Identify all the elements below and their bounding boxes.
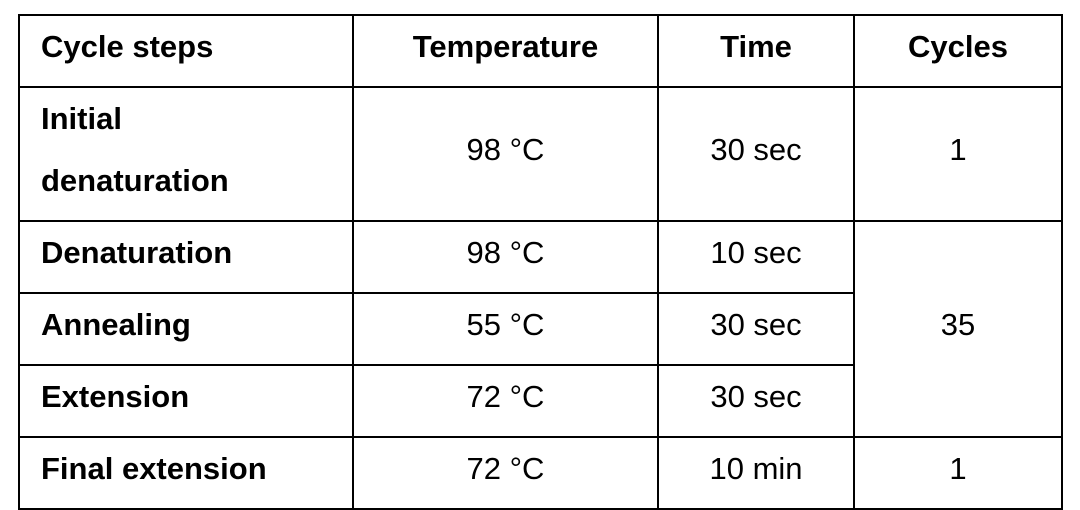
temperature-cell: 72 °C [352,364,659,438]
temperature-cell: 98 °C [352,220,659,294]
cycles-cell: 1 [853,86,1063,222]
cycles-cell: 1 [853,436,1063,510]
time-cell: 30 sec [657,364,855,438]
step-cell: Annealing [18,292,354,366]
row: Annealing 55 °C 30 sec [18,292,1062,366]
row: Denaturation 98 °C 10 sec 35 [18,220,1063,438]
step-cell: Final extension [18,436,354,510]
row: Extension 72 °C 30 sec [18,364,1062,438]
step-cell: Extension [18,364,354,438]
cycles-cell: 35 [853,220,1063,438]
temperature-cell: 98 °C [352,86,659,222]
page: Cycle steps Temperature Time Cycles Init… [18,14,1063,510]
header-cell: Temperature [352,14,659,88]
time-cell: 10 min [657,436,855,510]
temperature-cell: 72 °C [352,436,659,510]
temperature-cell: 55 °C [352,292,659,366]
pcr-table: Cycle steps Temperature Time Cycles Init… [18,14,1063,510]
time-cell: 30 sec [657,292,855,366]
header-cell: Cycles [853,14,1063,88]
row: Initial denaturation 98 °C 30 sec 1 [18,86,1063,222]
header-cell: Cycle steps [18,14,354,88]
step-cell: Denaturation [18,220,354,294]
time-cell: 10 sec [657,220,855,294]
header-row: Cycle steps Temperature Time Cycles [18,14,1063,88]
row: Final extension 72 °C 10 min 1 [18,436,1063,510]
header-cell: Time [657,14,855,88]
time-cell: 30 sec [657,86,855,222]
step-cell: Initial denaturation [18,86,354,222]
